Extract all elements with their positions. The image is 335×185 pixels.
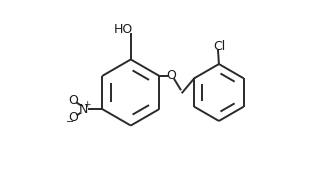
Text: +: +: [83, 100, 91, 110]
Text: O: O: [166, 70, 176, 83]
Bar: [215, 43, 225, 49]
Text: O: O: [68, 111, 78, 124]
Text: HO: HO: [114, 23, 133, 36]
Text: O: O: [68, 94, 78, 107]
Bar: [80, 105, 88, 112]
Bar: [70, 115, 77, 121]
Bar: [70, 97, 77, 103]
Bar: [115, 25, 132, 33]
Bar: [168, 73, 174, 79]
Text: N: N: [79, 102, 88, 115]
Text: −: −: [66, 117, 74, 127]
Text: Cl: Cl: [214, 40, 226, 53]
